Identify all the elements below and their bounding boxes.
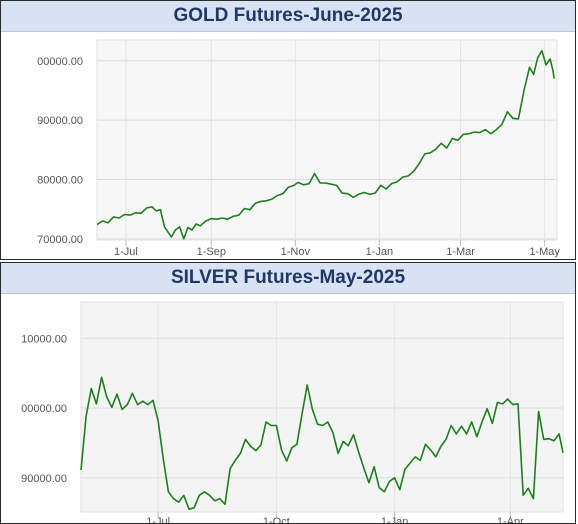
silver-price-line (80, 376, 564, 510)
gold-x-tick-label: 1-Mar (446, 246, 475, 258)
gold-chart-title: GOLD Futures-June-2025 (173, 5, 403, 26)
silver-chart-title: SILVER Futures-May-2025 (170, 267, 406, 288)
gold-y-tick-label: 90000.00 (37, 115, 83, 127)
gold-y-tick-label: 80000.00 (37, 174, 83, 186)
gold-chart-title-bar: GOLD Futures-June-2025 (1, 1, 575, 32)
silver-chart-svg: 90000.00 00000.00 10000.00 1-Jul 1-Oct 1-Jan 1… (21, 301, 564, 523)
gold-plot-area (96, 39, 558, 241)
silver-chart-title-bar: SILVER Futures-May-2025 (1, 263, 575, 294)
gold-y-tick-label: 70000.00 (37, 234, 83, 246)
gold-x-tick-label: 1-Jan (366, 246, 394, 258)
gold-chart-panel: GOLD Futures-June-2025 70000.00 80000.00 9… (0, 0, 576, 260)
gold-x-tick-label: 1-Sep (197, 246, 226, 258)
gold-x-tick-label: 1-May (529, 246, 560, 258)
gold-x-tick-label: 1-Jul (114, 246, 138, 258)
silver-x-tick-label: 1-Jul (146, 516, 170, 523)
silver-x-tick-label: 1-Oct (263, 516, 290, 523)
gold-x-tick-label: 1-Nov (281, 246, 311, 258)
silver-y-tick-label: 10000.00 (21, 333, 67, 345)
gold-y-tick-label: 00000.00 (37, 56, 83, 68)
silver-y-tick-label: 00000.00 (21, 403, 67, 415)
silver-y-tick-label: 90000.00 (21, 473, 67, 485)
silver-x-tick-label: 1-Jan (381, 516, 409, 523)
silver-plot-area (80, 301, 564, 513)
silver-x-tick-label: 1-Apr (497, 516, 524, 523)
gold-price-line (96, 49, 555, 240)
silver-chart-panel: SILVER Futures-May-2025 90000.00 00000.00… (0, 262, 576, 524)
gold-chart-svg: 70000.00 80000.00 90000.00 00000.00 1-Jul 1-S… (37, 39, 560, 258)
